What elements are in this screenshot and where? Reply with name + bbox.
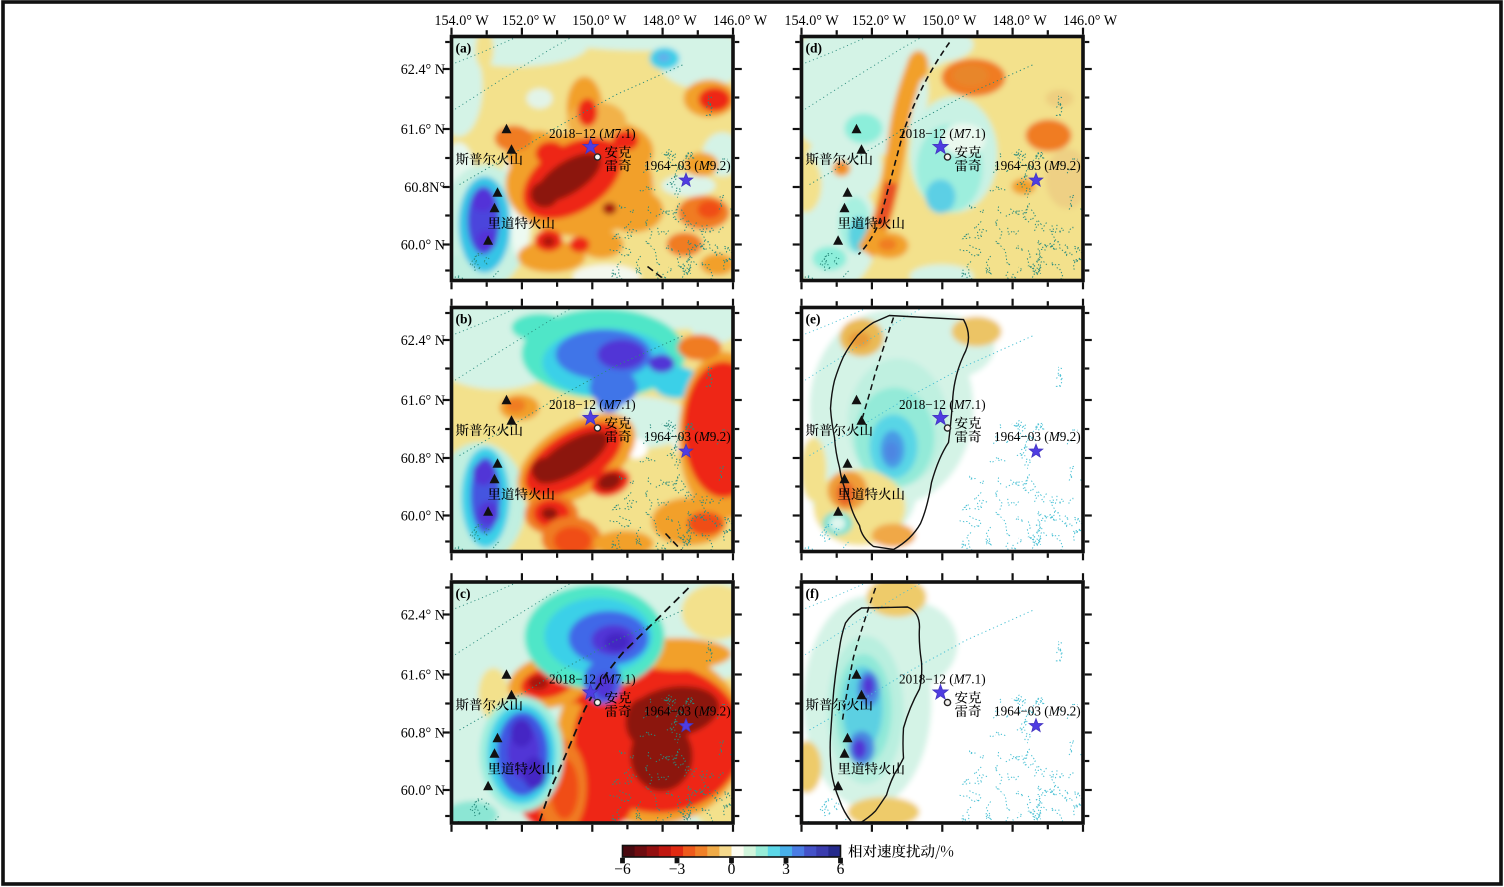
svg-text:61.6° N: 61.6° N (401, 668, 445, 684)
svg-text:60.0° N: 60.0° N (401, 509, 445, 525)
svg-text:62.4° N: 62.4° N (401, 333, 445, 349)
svg-text:−6: −6 (614, 861, 631, 878)
svg-text:(c): (c) (456, 586, 471, 601)
svg-text:62.4° N: 62.4° N (401, 62, 445, 78)
svg-text:152.0° W: 152.0° W (852, 13, 907, 29)
svg-text:0: 0 (728, 861, 736, 878)
svg-text:−3: −3 (669, 861, 686, 878)
svg-text:154.0° W: 154.0° W (434, 13, 489, 29)
svg-text:(f): (f) (806, 586, 820, 601)
svg-text:148.0° W: 148.0° W (992, 13, 1047, 29)
svg-text:150.0° W: 150.0° W (572, 13, 627, 29)
svg-text:148.0° W: 148.0° W (642, 13, 697, 29)
svg-text:(d): (d) (806, 41, 823, 56)
svg-text:146.0° W: 146.0° W (1063, 13, 1118, 29)
svg-text:62.4° N: 62.4° N (401, 608, 445, 624)
svg-text:146.0° W: 146.0° W (713, 13, 768, 29)
svg-text:(a): (a) (456, 41, 472, 56)
svg-text:3: 3 (782, 861, 790, 878)
svg-text:150.0° W: 150.0° W (922, 13, 977, 29)
svg-text:60.8° N: 60.8° N (401, 726, 445, 742)
svg-text:61.6° N: 61.6° N (401, 122, 445, 138)
svg-text:60.8N°: 60.8N° (404, 180, 445, 196)
svg-text:(e): (e) (806, 312, 821, 327)
svg-text:60.8° N: 60.8° N (401, 451, 445, 467)
svg-text:60.0° N: 60.0° N (401, 783, 445, 799)
svg-text:(b): (b) (456, 312, 473, 327)
svg-text:61.6° N: 61.6° N (401, 393, 445, 409)
svg-text:60.0° N: 60.0° N (401, 238, 445, 254)
svg-text:6: 6 (837, 861, 845, 878)
svg-text:152.0° W: 152.0° W (502, 13, 557, 29)
svg-text:154.0° W: 154.0° W (784, 13, 839, 29)
